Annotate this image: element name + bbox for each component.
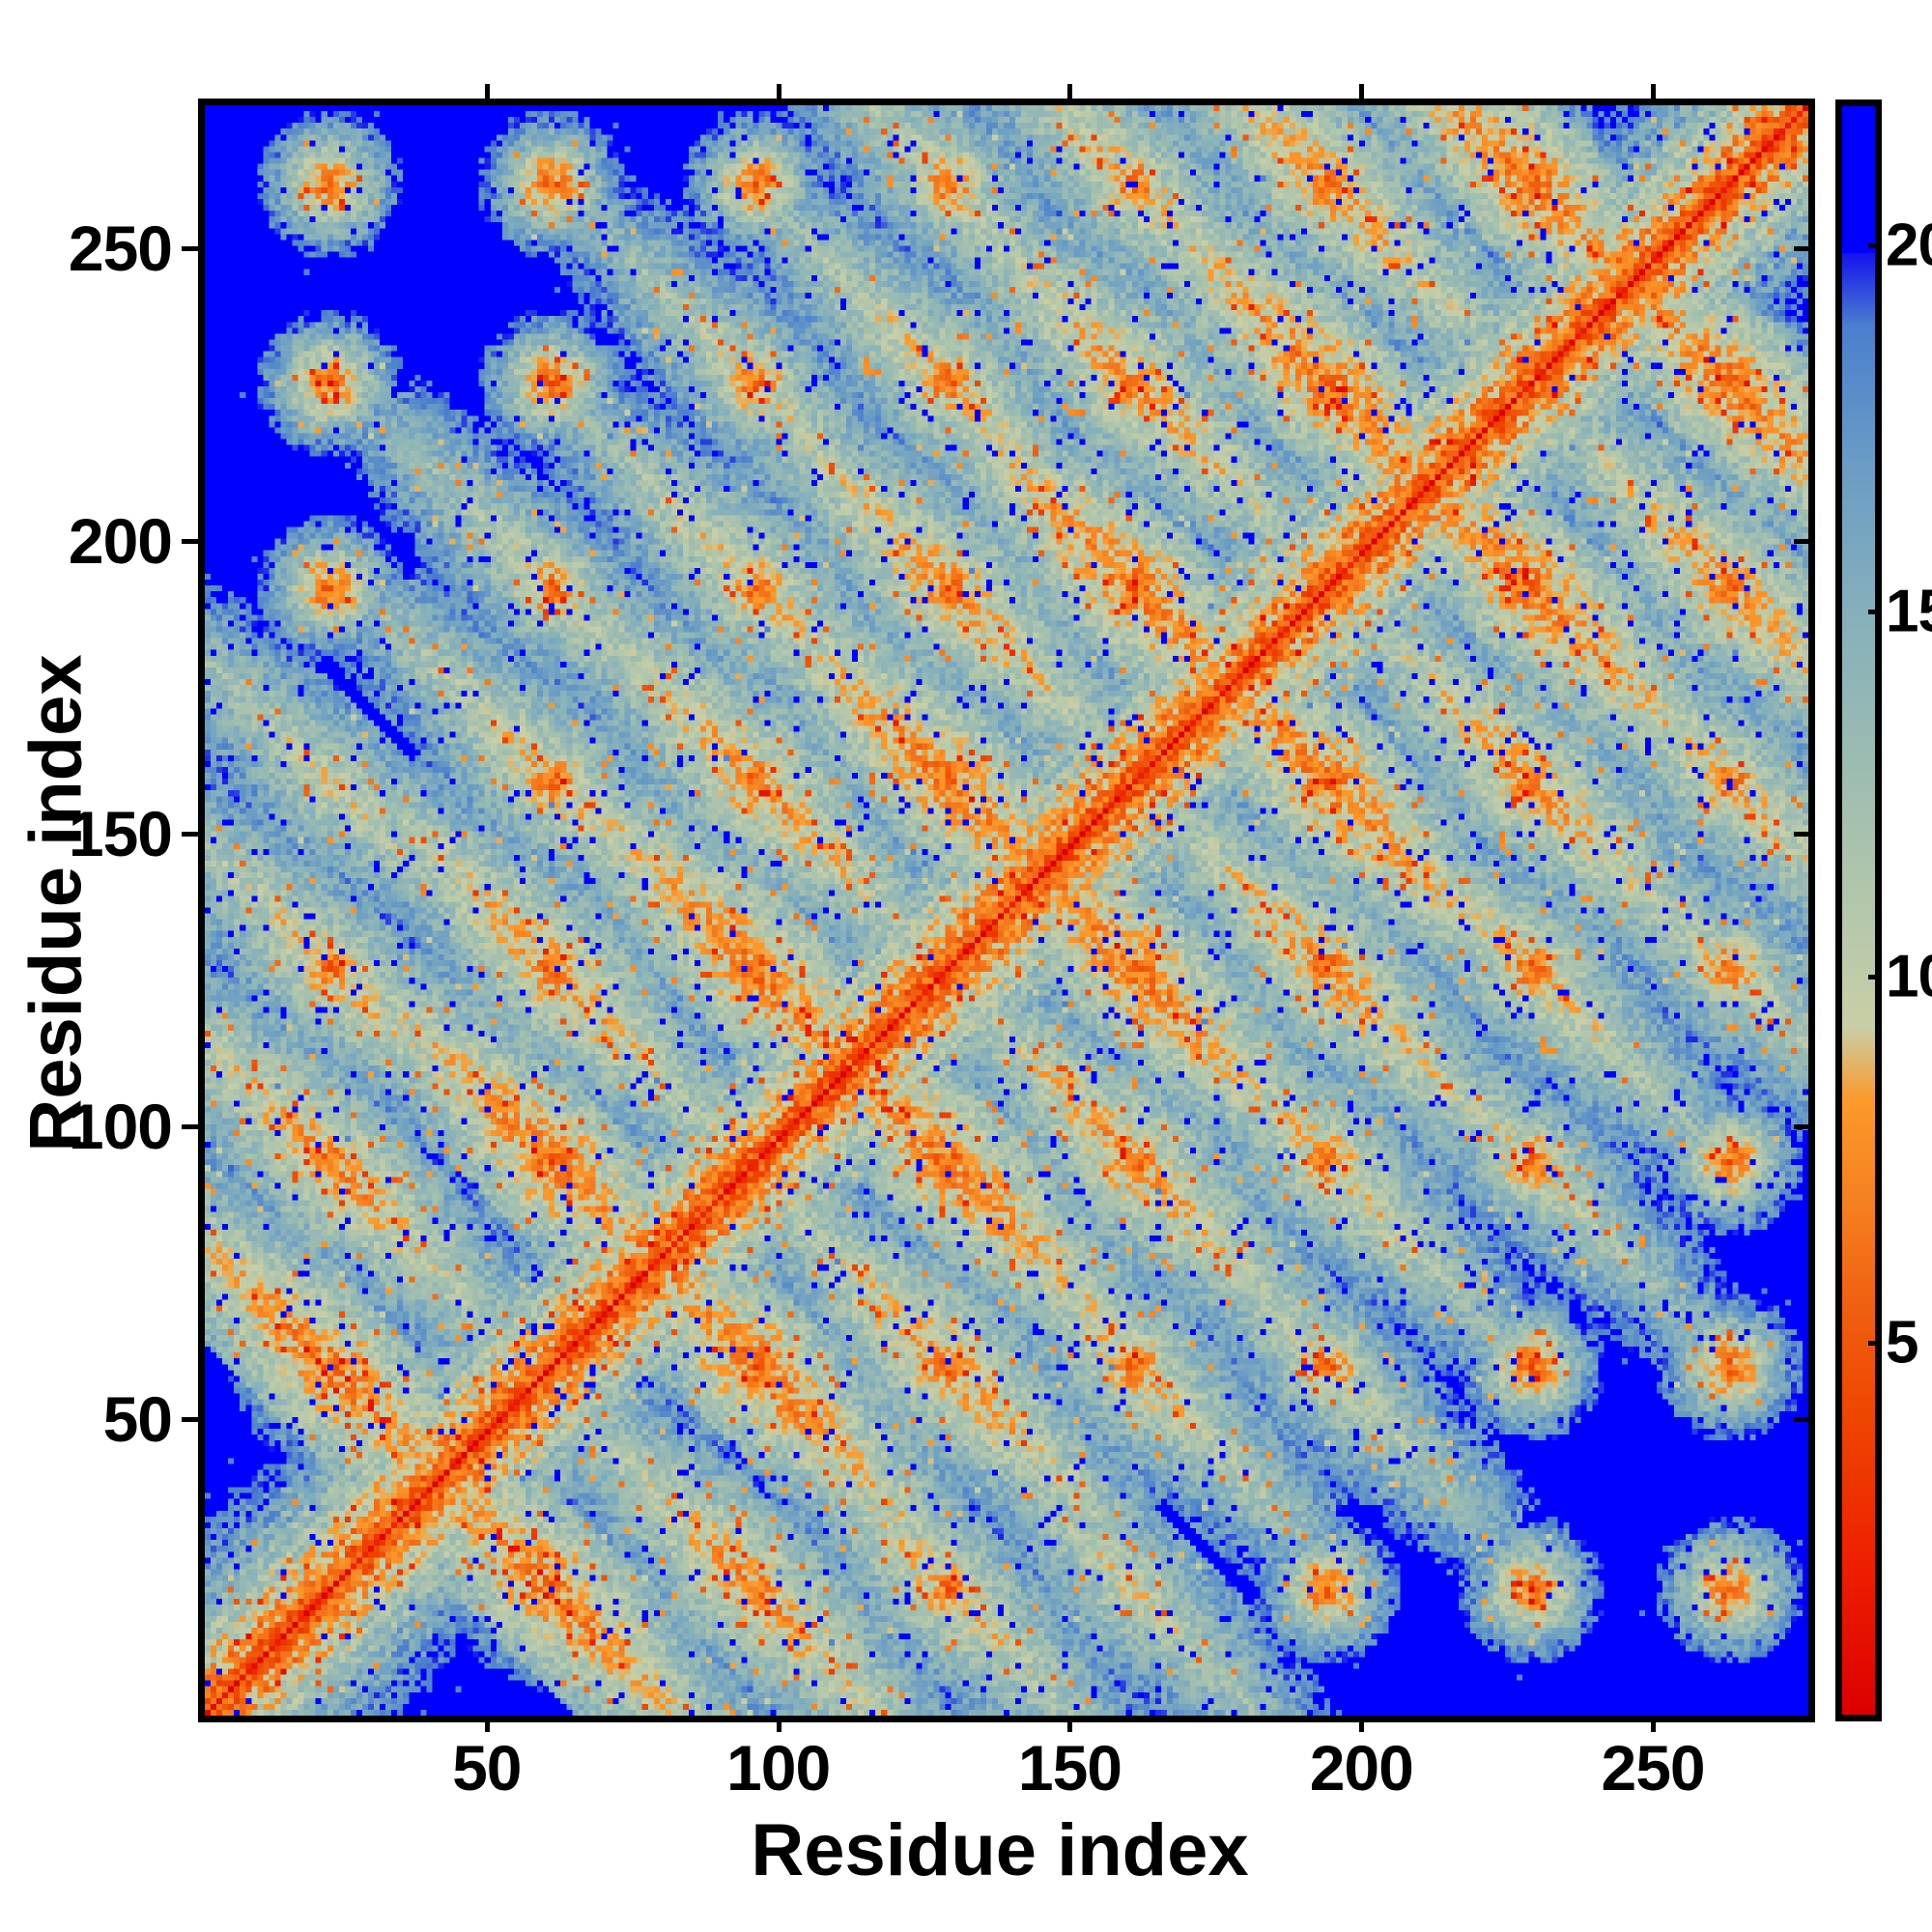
x-tick-mark (1359, 1716, 1365, 1732)
y-tick-label: 250 (68, 212, 173, 284)
x-axis-title: Residue index (751, 1809, 1249, 1891)
colorbar-tick-label: 10 (1886, 943, 1932, 1010)
x-tick-label: 250 (1601, 1732, 1706, 1804)
y-tick-mark (182, 538, 198, 544)
y-tick-label: 100 (68, 1090, 173, 1162)
y-axis-title: Residue index (14, 654, 98, 1152)
colorbar-tick-label: 15 (1886, 578, 1932, 645)
x-tick-mark-top (484, 84, 490, 99)
x-tick-label: 150 (1017, 1732, 1122, 1804)
y-tick-mark-right (1794, 1123, 1808, 1129)
colorbar[interactable] (1835, 99, 1882, 1721)
y-tick-mark (182, 245, 198, 251)
x-tick-mark (1651, 1716, 1657, 1732)
x-tick-mark-top (776, 84, 781, 99)
y-tick-mark (182, 831, 198, 837)
y-tick-mark-right (1794, 245, 1808, 251)
heatmap-canvas[interactable] (205, 105, 1808, 1716)
x-tick-mark-top (1067, 84, 1073, 99)
y-tick-mark-right (1794, 1416, 1808, 1422)
y-tick-mark-right (1794, 831, 1808, 837)
heatmap-plot-area[interactable] (198, 99, 1815, 1722)
x-tick-mark-top (1359, 84, 1365, 99)
colorbar-tick-mark (1868, 975, 1882, 980)
y-tick-mark (182, 1416, 198, 1422)
colorbar-gradient (1842, 106, 1875, 1715)
y-tick-label: 150 (68, 797, 173, 869)
x-tick-label: 100 (726, 1732, 831, 1804)
colorbar-tick-label: 5 (1886, 1309, 1918, 1377)
y-tick-label: 200 (68, 504, 173, 577)
colorbar-tick-mark (1868, 609, 1882, 614)
y-tick-mark (182, 1123, 198, 1129)
y-tick-label: 50 (102, 1382, 173, 1455)
x-tick-mark (1067, 1716, 1073, 1732)
x-tick-mark (776, 1716, 781, 1732)
y-tick-mark-right (1794, 538, 1808, 544)
colorbar-tick-mark (1868, 243, 1882, 249)
x-tick-mark-top (1651, 84, 1657, 99)
x-tick-mark (484, 1716, 490, 1732)
x-tick-label: 200 (1309, 1732, 1414, 1804)
colorbar-tick-label: 20 (1886, 212, 1932, 279)
x-tick-label: 50 (452, 1732, 522, 1804)
colorbar-tick-mark (1868, 1340, 1882, 1346)
